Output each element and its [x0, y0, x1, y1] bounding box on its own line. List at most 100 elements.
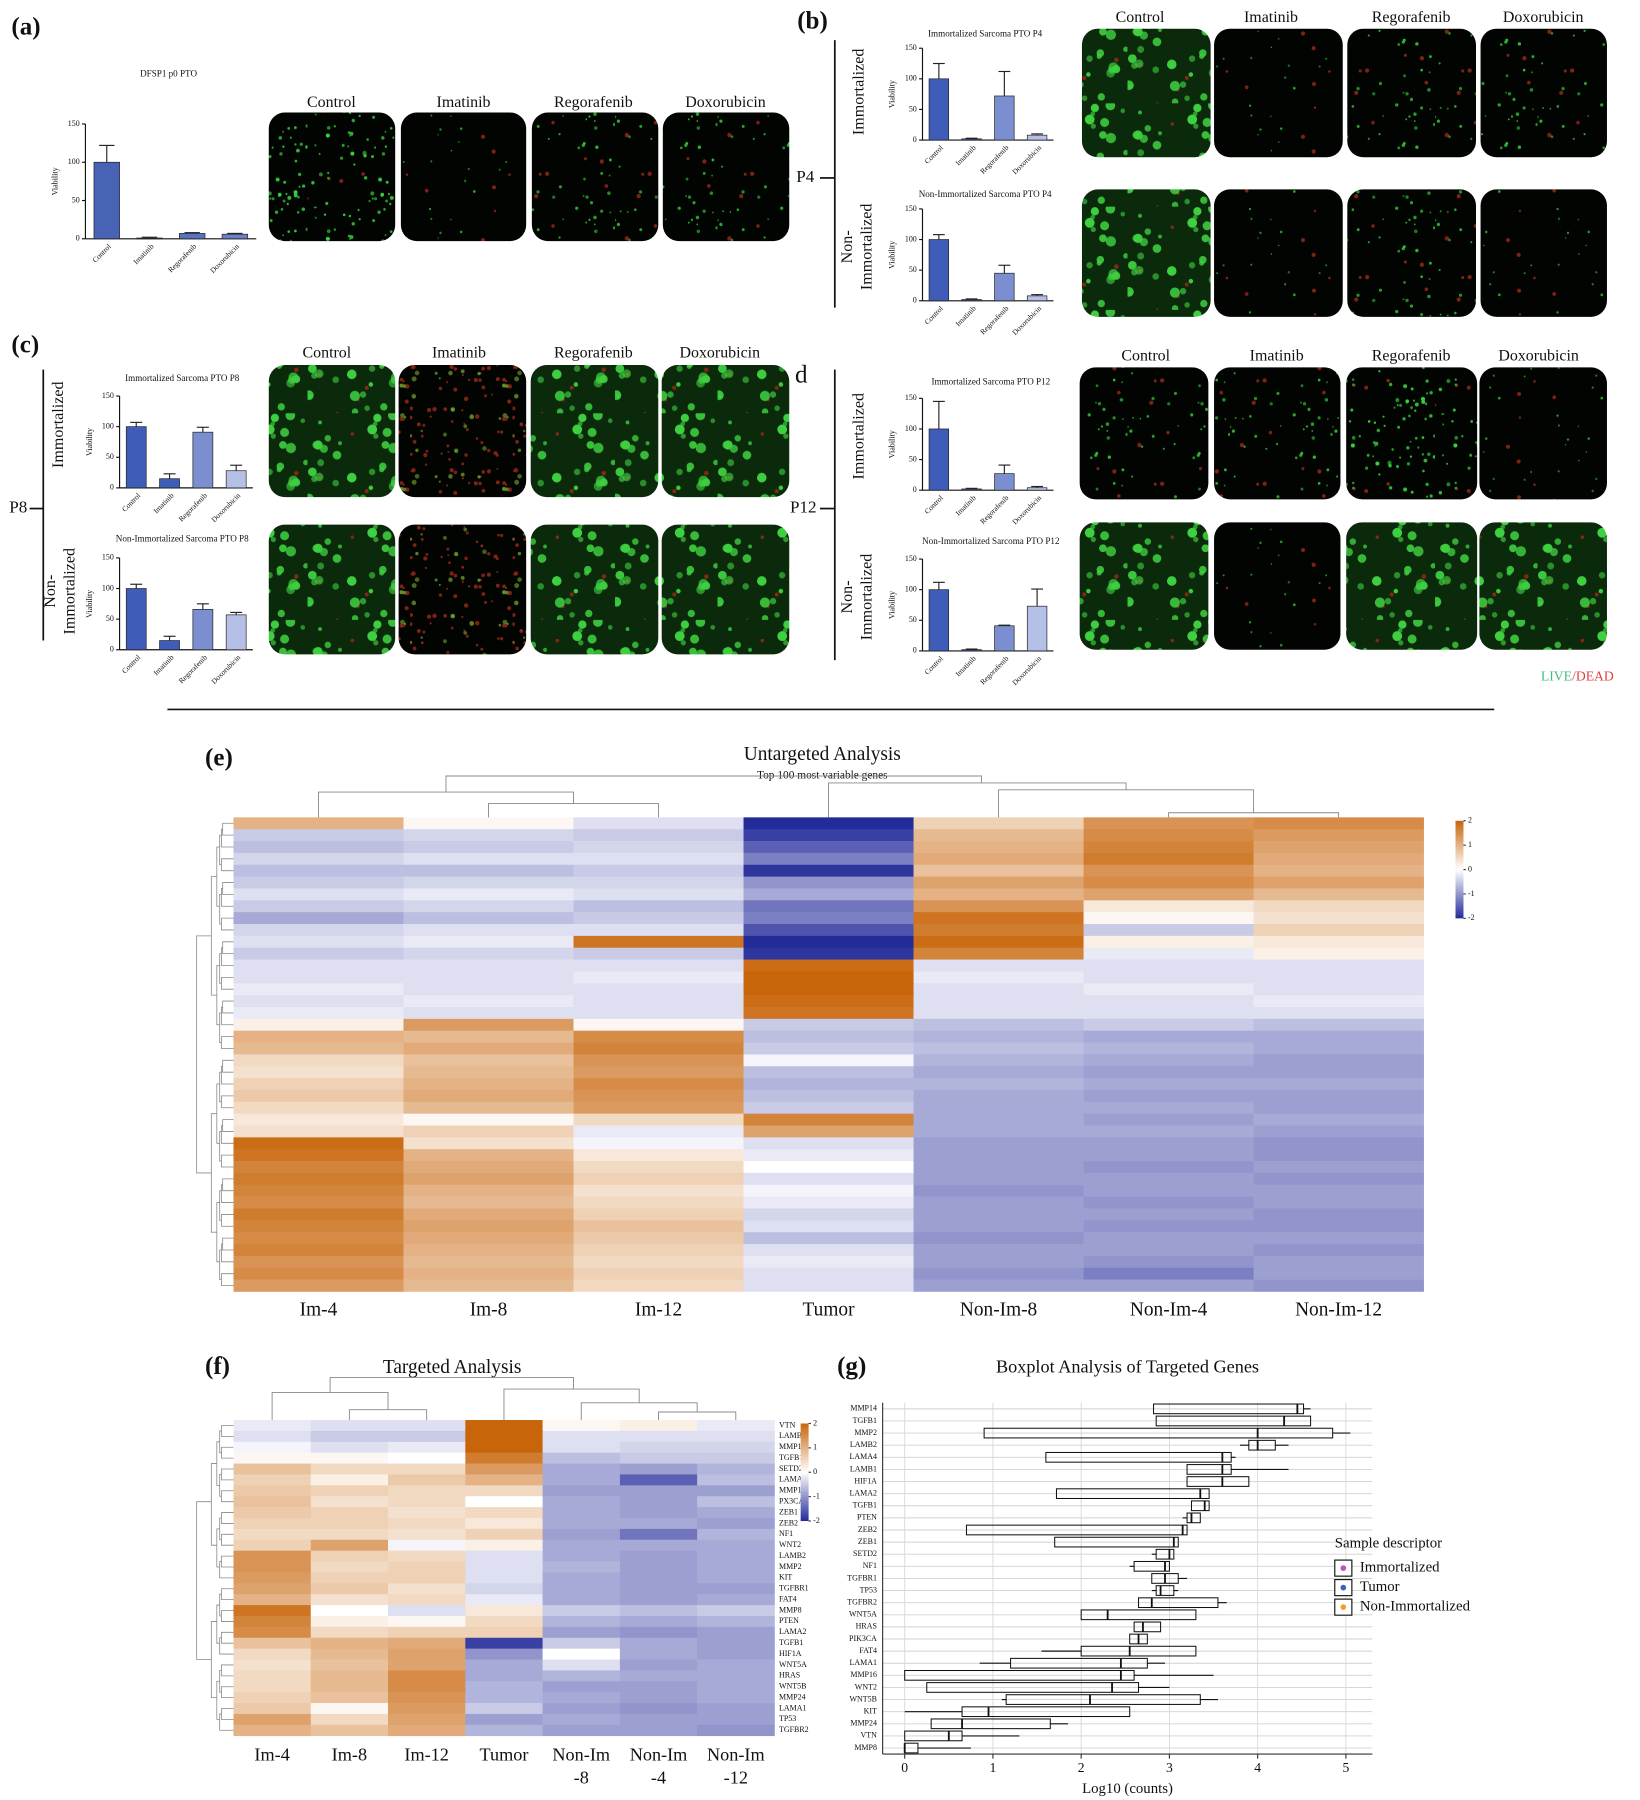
bar — [93, 161, 120, 240]
dendrogram — [221, 888, 234, 907]
heatmap-cell — [743, 1042, 914, 1055]
heatmap-cell — [233, 1054, 404, 1067]
heatmap-cell — [233, 1149, 404, 1162]
heatmap-cell — [542, 1626, 621, 1639]
heatmap-cell — [388, 1463, 466, 1475]
heatmap-cell — [542, 1713, 621, 1726]
heatmap-cell — [1253, 1220, 1424, 1233]
heatmap-cell — [310, 1507, 389, 1519]
heatmap-cell — [573, 1184, 744, 1197]
microscopy-image — [1346, 367, 1478, 500]
heatmap-cell — [403, 935, 574, 949]
heatmap-cell — [913, 1006, 1084, 1020]
heatmap-cell — [403, 1113, 574, 1126]
heatmap-cell — [743, 1018, 914, 1032]
heatmap-cell — [1083, 1255, 1254, 1269]
heatmap-cell — [233, 829, 404, 842]
heatmap-cell — [743, 912, 914, 925]
heatmap-cell — [1083, 1232, 1254, 1245]
heatmap-cell — [310, 1605, 389, 1617]
row-label: WNT2 — [779, 1540, 801, 1549]
heatmap-cell — [542, 1615, 621, 1628]
microscopy-image — [531, 112, 659, 242]
x-tick-label: Doxorubicin — [209, 491, 242, 524]
heatmap-cell — [1253, 864, 1424, 877]
heatmap-cell — [1083, 1172, 1254, 1186]
row-label: TGFB1 — [779, 1638, 803, 1647]
heatmap-cell — [403, 1066, 574, 1079]
row-label: LAMA1 — [779, 1703, 806, 1712]
image-column-label: Imatinib — [1244, 9, 1298, 26]
heatmap-cell — [913, 912, 1084, 925]
heatmap-cell — [743, 1006, 914, 1020]
heatmap-cell — [697, 1583, 775, 1595]
heatmap-cell — [573, 1232, 744, 1245]
microscopy-image — [661, 365, 790, 498]
y-tick-label: PTEN — [857, 1513, 877, 1522]
heatmap-cell — [233, 1724, 312, 1737]
y-tick-label: LAMA1 — [849, 1658, 876, 1667]
microscopy-image — [268, 365, 396, 498]
heatmap-cell — [388, 1561, 466, 1573]
heatmap-cell — [619, 1517, 698, 1530]
heatmap-cell — [233, 876, 404, 889]
heatmap-cell — [913, 1089, 1084, 1103]
heatmap-cell — [619, 1583, 698, 1595]
heatmap-cell — [403, 1184, 574, 1197]
heatmap-cell — [233, 1583, 312, 1595]
heatmap-cell — [310, 1463, 389, 1475]
heatmap-cell — [542, 1517, 621, 1530]
heatmap-cell — [310, 1420, 389, 1432]
heatmap-cell — [743, 1255, 914, 1269]
y-tick-label: FAT4 — [859, 1646, 877, 1655]
heatmap-cell — [1253, 1113, 1424, 1126]
legend-swatch — [1340, 1604, 1347, 1611]
heatmap-cell — [403, 1267, 574, 1280]
row-label: LAMB1 — [779, 1431, 806, 1440]
dendrogram — [222, 1059, 234, 1073]
y-tick-label: ZEB2 — [858, 1525, 877, 1534]
y-tick-label: 150 — [905, 393, 917, 402]
bar — [994, 473, 1015, 491]
x-tick-label: Regorafenib — [978, 493, 1010, 526]
dendrogram — [503, 1388, 640, 1421]
heatmap-cell — [1083, 876, 1254, 889]
bar — [961, 138, 982, 141]
heatmap-cell — [465, 1681, 543, 1693]
heatmap-cell — [403, 829, 574, 842]
chart-title: DFSP1 p0 PTO — [140, 69, 197, 79]
row-label: VTN — [779, 1420, 796, 1429]
heatmap-cell — [573, 995, 744, 1008]
heatmap-cell — [697, 1713, 775, 1726]
dendrogram — [222, 882, 234, 895]
heatmap-cell — [233, 900, 404, 913]
y-tick-label: VTN — [861, 1731, 878, 1740]
row-label: ZEB1 — [779, 1507, 798, 1516]
dendrogram — [488, 803, 659, 818]
y-tick-label: 100 — [905, 584, 917, 593]
chart-title: Untargeted Analysis — [744, 744, 901, 765]
heatmap-cell — [388, 1681, 466, 1693]
heatmap-cell — [542, 1703, 621, 1715]
dendrogram — [219, 1713, 234, 1731]
y-tick-label: MMP14 — [850, 1404, 877, 1413]
heatmap-cell — [542, 1528, 621, 1541]
heatmap-cell — [697, 1539, 775, 1551]
dendrogram — [219, 893, 222, 925]
microscopy-image — [1214, 367, 1341, 500]
panel-label: (f) — [205, 1353, 230, 1380]
dendrogram — [222, 822, 234, 836]
bar — [125, 426, 147, 489]
bar — [179, 233, 206, 240]
image-column-label: Doxorubicin — [680, 344, 761, 361]
heatmap-cell — [233, 983, 404, 996]
column-label: Im-4 — [254, 1745, 289, 1765]
color-key-label: 2 — [813, 1418, 817, 1427]
image-column-label: Doxorubicin — [1498, 348, 1579, 365]
passage-label: P4 — [796, 167, 814, 186]
heatmap-cell — [1083, 947, 1254, 960]
heatmap-cell — [1083, 864, 1254, 877]
row-label: KIT — [779, 1573, 792, 1582]
x-tick-label: Imatinib — [954, 493, 978, 517]
heatmap-cell — [619, 1463, 698, 1475]
